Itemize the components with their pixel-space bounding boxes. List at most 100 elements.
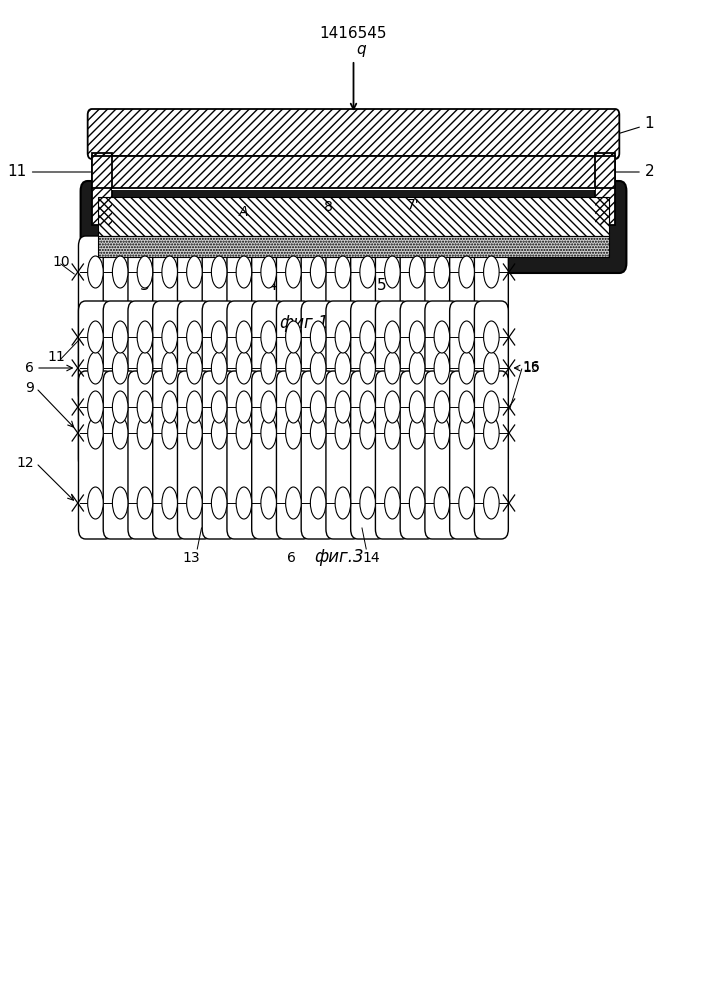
Text: фиг.1: фиг.1 (279, 314, 329, 332)
FancyBboxPatch shape (153, 371, 187, 539)
Ellipse shape (261, 352, 276, 384)
Ellipse shape (434, 321, 450, 353)
FancyBboxPatch shape (425, 236, 459, 404)
FancyBboxPatch shape (400, 371, 434, 539)
Ellipse shape (286, 352, 301, 384)
Bar (112, 156, 595, 188)
Text: 16: 16 (522, 360, 540, 374)
Ellipse shape (211, 487, 227, 519)
FancyBboxPatch shape (450, 301, 484, 469)
Ellipse shape (137, 321, 153, 353)
FancyBboxPatch shape (227, 371, 261, 539)
Ellipse shape (310, 391, 326, 423)
Text: фиг.3: фиг.3 (315, 548, 364, 566)
Ellipse shape (409, 256, 425, 288)
FancyBboxPatch shape (177, 301, 211, 469)
Ellipse shape (360, 391, 375, 423)
Ellipse shape (385, 321, 400, 353)
Ellipse shape (261, 256, 276, 288)
FancyBboxPatch shape (128, 301, 162, 469)
Ellipse shape (137, 256, 153, 288)
Ellipse shape (88, 352, 103, 384)
Ellipse shape (88, 321, 103, 353)
Text: 1: 1 (620, 116, 655, 133)
Bar (595, 153, 615, 225)
FancyBboxPatch shape (375, 371, 409, 539)
Ellipse shape (236, 417, 252, 449)
Text: 1416545: 1416545 (320, 26, 387, 41)
FancyBboxPatch shape (425, 371, 459, 539)
Ellipse shape (236, 391, 252, 423)
Ellipse shape (286, 321, 301, 353)
FancyBboxPatch shape (128, 236, 162, 404)
Ellipse shape (360, 256, 375, 288)
Ellipse shape (310, 487, 326, 519)
FancyBboxPatch shape (474, 301, 508, 469)
Ellipse shape (187, 487, 202, 519)
Ellipse shape (310, 352, 326, 384)
Ellipse shape (211, 256, 227, 288)
Ellipse shape (310, 417, 326, 449)
Ellipse shape (286, 417, 301, 449)
Ellipse shape (112, 391, 128, 423)
Ellipse shape (112, 487, 128, 519)
Ellipse shape (434, 352, 450, 384)
FancyBboxPatch shape (103, 371, 137, 539)
Text: 8: 8 (325, 200, 333, 214)
FancyBboxPatch shape (351, 371, 385, 539)
Text: 11: 11 (47, 350, 66, 364)
Ellipse shape (335, 487, 351, 519)
Text: q: q (356, 42, 366, 57)
Ellipse shape (162, 487, 177, 519)
Ellipse shape (385, 256, 400, 288)
FancyBboxPatch shape (450, 371, 484, 539)
Ellipse shape (137, 352, 153, 384)
Text: 10: 10 (52, 255, 69, 269)
Bar (92, 153, 112, 225)
Bar (92, 156, 615, 188)
Ellipse shape (211, 352, 227, 384)
FancyBboxPatch shape (78, 371, 112, 539)
FancyBboxPatch shape (252, 301, 286, 469)
Text: 2: 2 (600, 164, 655, 180)
Ellipse shape (484, 352, 499, 384)
Ellipse shape (360, 487, 375, 519)
FancyBboxPatch shape (128, 371, 162, 539)
Ellipse shape (385, 352, 400, 384)
FancyBboxPatch shape (153, 301, 187, 469)
FancyBboxPatch shape (202, 236, 236, 404)
FancyBboxPatch shape (88, 109, 619, 159)
Ellipse shape (261, 321, 276, 353)
Ellipse shape (112, 417, 128, 449)
FancyBboxPatch shape (252, 236, 286, 404)
Ellipse shape (335, 352, 351, 384)
Text: 12: 12 (16, 456, 34, 470)
FancyBboxPatch shape (153, 236, 187, 404)
Text: 6: 6 (25, 361, 34, 375)
FancyBboxPatch shape (252, 371, 286, 539)
Ellipse shape (484, 487, 499, 519)
FancyBboxPatch shape (326, 236, 360, 404)
FancyBboxPatch shape (227, 301, 261, 469)
FancyBboxPatch shape (177, 236, 211, 404)
Ellipse shape (409, 417, 425, 449)
Ellipse shape (162, 417, 177, 449)
Text: A: A (239, 205, 249, 219)
Ellipse shape (385, 487, 400, 519)
FancyBboxPatch shape (400, 236, 434, 404)
FancyBboxPatch shape (103, 301, 137, 469)
Bar (92, 153, 112, 225)
FancyBboxPatch shape (276, 371, 310, 539)
Text: 9: 9 (25, 381, 34, 395)
Ellipse shape (310, 321, 326, 353)
Ellipse shape (88, 487, 103, 519)
Ellipse shape (335, 391, 351, 423)
Ellipse shape (112, 321, 128, 353)
Ellipse shape (484, 417, 499, 449)
FancyBboxPatch shape (375, 236, 409, 404)
Text: 13: 13 (182, 551, 199, 565)
Text: 7': 7' (407, 198, 420, 212)
Ellipse shape (484, 321, 499, 353)
Ellipse shape (459, 321, 474, 353)
Bar (112, 156, 595, 188)
